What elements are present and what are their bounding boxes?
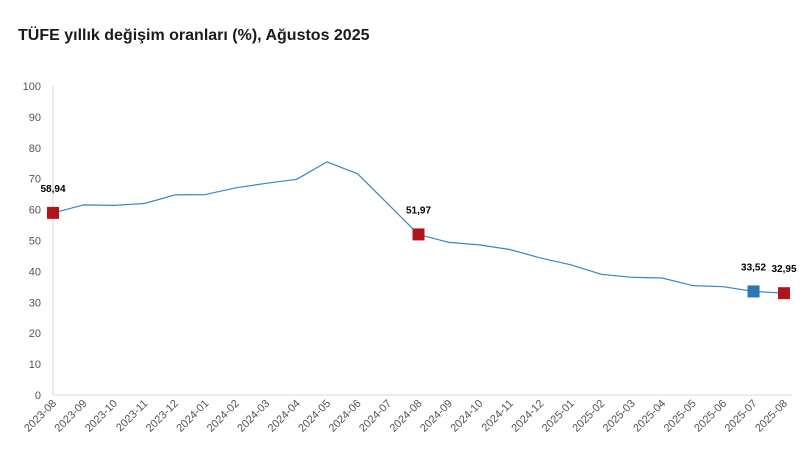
x-axis-ticks: 2023-082023-092023-102023-112023-122024-… <box>22 398 790 435</box>
x-tick-label: 2024-02 <box>205 398 242 435</box>
highlight-marker <box>47 206 59 219</box>
x-tick-label: 2023-08 <box>22 398 59 435</box>
data-label: 32,95 <box>771 264 796 275</box>
x-tick-label: 2023-09 <box>53 398 90 435</box>
y-tick-label: 0 <box>35 390 41 402</box>
x-tick-label: 2024-12 <box>509 398 546 435</box>
series-group <box>52 161 785 294</box>
x-tick-label: 2024-06 <box>327 398 364 435</box>
x-tick-label: 2025-04 <box>631 398 668 435</box>
x-tick-label: 2025-05 <box>662 398 699 435</box>
x-tick-label: 2024-05 <box>296 398 333 435</box>
x-tick-label: 2025-07 <box>723 398 760 435</box>
y-tick-label: 50 <box>29 236 41 248</box>
x-tick-label: 2024-03 <box>235 398 272 435</box>
x-tick-label: 2024-09 <box>418 398 455 435</box>
highlight-marker <box>412 228 425 241</box>
x-tick-label: 2023-10 <box>83 398 120 435</box>
x-tick-label: 2024-07 <box>357 398 394 435</box>
y-tick-label: 100 <box>23 81 41 93</box>
y-tick-label: 80 <box>29 143 41 155</box>
x-tick-label: 2025-01 <box>540 398 577 435</box>
series-line <box>52 161 785 294</box>
data-label: 51,97 <box>406 205 431 216</box>
data-label: 33,52 <box>741 262 766 273</box>
x-tick-label: 2025-06 <box>692 398 729 435</box>
x-tick-label: 2024-10 <box>449 398 486 435</box>
x-tick-label: 2023-12 <box>144 398 181 435</box>
y-tick-label: 90 <box>29 112 41 124</box>
x-tick-label: 2024-04 <box>266 398 303 435</box>
x-tick-label: 2025-03 <box>601 398 638 435</box>
y-tick-label: 40 <box>29 266 41 278</box>
y-axis-ticks: 0 10 20 30 40 50 60 70 80 90 100 <box>23 81 41 402</box>
x-tick-label: 2025-02 <box>570 398 607 435</box>
y-tick-label: 60 <box>29 205 41 217</box>
x-tick-label: 2024-08 <box>388 398 425 435</box>
y-tick-label: 30 <box>29 297 41 309</box>
y-tick-label: 10 <box>29 359 41 371</box>
chart-title: TÜFE yıllık değişim oranları (%), Ağusto… <box>18 27 370 44</box>
highlight-marker <box>747 285 760 298</box>
y-tick-label: 20 <box>29 328 41 340</box>
highlight-markers: 58,94 51,97 33,52 32,95 <box>40 184 797 300</box>
data-label: 58,94 <box>40 184 65 195</box>
highlight-marker <box>778 287 790 300</box>
y-tick-label: 70 <box>29 174 41 186</box>
x-tick-label: 2025-08 <box>753 398 790 435</box>
x-tick-label: 2024-01 <box>174 398 211 435</box>
